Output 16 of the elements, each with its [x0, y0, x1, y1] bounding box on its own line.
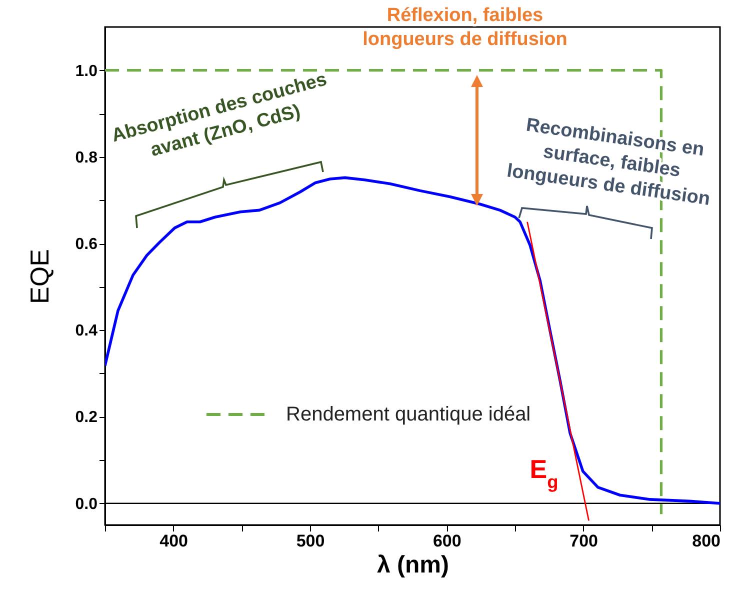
y-tick-label: 0.2 [75, 409, 98, 426]
x-tick-label: 700 [570, 532, 598, 550]
y-tick-label: 0.0 [75, 496, 98, 513]
x-tick-label: 600 [432, 532, 462, 550]
x-tick-label: 500 [296, 532, 325, 550]
y-tick-label: 0.8 [75, 149, 98, 166]
annotation: E$_{g}$ [530, 454, 558, 492]
x-tick-label: 400 [160, 532, 188, 550]
annotation: Réflexion, faibles longueurs de diffusion [362, 5, 568, 50]
x-axis-title: λ (nm) [377, 552, 449, 578]
y-tick-label: 0.6 [75, 236, 98, 254]
y-tick-label: 1.0 [75, 62, 98, 80]
legend-label: Rendement quantique idéal [286, 404, 531, 426]
y-tick-label: 0.4 [75, 322, 98, 340]
x-tick-label: 800 [692, 532, 720, 550]
y-axis-title: EQE [24, 249, 54, 304]
